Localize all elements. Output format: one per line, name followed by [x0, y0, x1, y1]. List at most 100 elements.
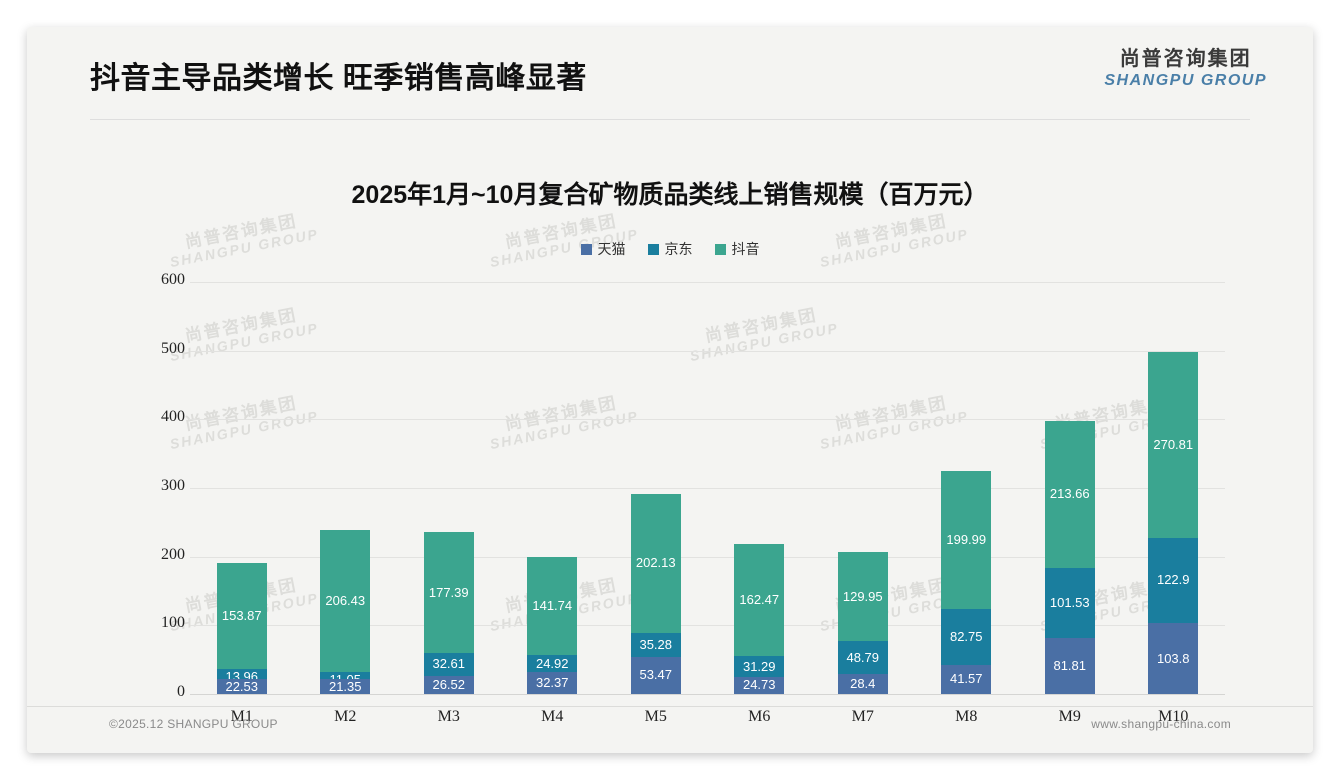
page-title: 抖音主导品类增长 旺季销售高峰显著: [90, 62, 587, 95]
bar-segment[interactable]: 32.37: [527, 671, 578, 694]
bar-segment[interactable]: 24.73: [734, 677, 785, 694]
bar-segment[interactable]: 270.81: [1148, 352, 1199, 539]
bar-segment[interactable]: 24.92: [527, 654, 578, 672]
chart-plot-area: 0 100 200 300 400 500 600 22.53 13.96 153.87 M1 21.…: [27, 27, 1313, 753]
bar-segment[interactable]: 122.9: [1148, 538, 1199, 623]
x-axis-tick-label: M1: [230, 708, 253, 725]
legend-swatch-icon: [714, 243, 726, 255]
bar-segment[interactable]: 32.61: [423, 653, 474, 676]
bar-segment[interactable]: 202.13: [630, 494, 681, 634]
bar-segment[interactable]: 82.75: [941, 608, 992, 666]
bar-group: 41.57 82.75 199.99: [916, 27, 1016, 753]
stacked-bar[interactable]: 53.47 35.28 202.13: [630, 27, 681, 694]
gridline: [190, 419, 1225, 421]
bar-value-label: 21.35: [328, 679, 362, 694]
stacked-bar[interactable]: 28.4 48.79 129.95: [837, 27, 888, 694]
footer-copyright: ©2025.12 SHANGPU GROUP: [109, 717, 278, 731]
stacked-bar[interactable]: 26.52 32.61 177.39: [423, 27, 474, 694]
gridline: [190, 694, 1225, 695]
legend-item-0[interactable]: 天猫: [580, 239, 626, 259]
bar-value-label: 22.53: [225, 678, 259, 694]
bar-value-label: 35.28: [639, 637, 673, 653]
bar-segment[interactable]: 177.39: [423, 531, 474, 654]
bar-value-label: 41.57: [949, 671, 983, 687]
bar-value-label: 48.79: [846, 649, 880, 665]
bar-segment[interactable]: 153.87: [216, 563, 267, 669]
bar-value-label: 141.74: [532, 598, 573, 614]
bar-group: 53.47 35.28 202.13: [606, 27, 706, 753]
bar-value-label: 199.99: [946, 532, 987, 548]
bar-value-label: 24.92: [535, 655, 569, 671]
y-axis-tick-label: 0: [177, 683, 185, 700]
x-axis-tick-label: M7: [851, 708, 874, 725]
legend-item-1[interactable]: 京东: [647, 239, 693, 259]
bar-value-label: 101.53: [1049, 595, 1090, 611]
legend-label: 抖音: [731, 241, 760, 257]
stacked-bar[interactable]: 21.35 11.05 206.43: [320, 27, 371, 694]
bar-value-label: 28.4: [850, 676, 876, 692]
bar-value-label: 32.37: [535, 674, 569, 690]
bar-segment[interactable]: 28.4: [837, 674, 888, 694]
x-axis-tick-label: M2: [334, 708, 357, 725]
bar-group: 32.37 24.92 141.74: [502, 27, 602, 753]
stacked-bar[interactable]: 103.8 122.9 270.81: [1148, 27, 1199, 694]
bar-segment[interactable]: 162.47: [734, 543, 785, 656]
bar-group: 22.53 13.96 153.87: [192, 27, 292, 753]
bar-value-label: 11.05: [329, 671, 362, 680]
stacked-bar[interactable]: 22.53 13.96 153.87: [216, 27, 267, 694]
bar-segment[interactable]: 48.79: [837, 640, 888, 675]
slide-header: 抖音主导品类增长 旺季销售高峰显著 尚普咨询集团 SHANGPU GROUP: [27, 27, 1313, 120]
x-axis-tick-label: M10: [1158, 708, 1189, 725]
bar-group: 24.73 31.29 162.47: [709, 27, 809, 753]
gridline: [190, 350, 1225, 352]
bar-segment[interactable]: 206.43: [320, 530, 371, 672]
bar-segment[interactable]: 13.96: [216, 668, 267, 679]
y-axis-tick-label: 200: [161, 545, 185, 563]
bar-value-label: 81.81: [1053, 657, 1087, 673]
legend-item-2[interactable]: 抖音: [714, 239, 760, 259]
bar-segment[interactable]: 129.95: [837, 551, 888, 641]
stacked-bar[interactable]: 81.81 101.53 213.66: [1044, 27, 1095, 694]
bar-value-label: 13.96: [225, 668, 259, 679]
bar-group: 26.52 32.61 177.39: [399, 27, 499, 753]
bar-segment[interactable]: 101.53: [1044, 568, 1095, 638]
bar-segment[interactable]: 21.35: [320, 679, 371, 694]
bar-segment[interactable]: 53.47: [630, 657, 681, 694]
stacked-bar[interactable]: 41.57 82.75 199.99: [941, 27, 992, 694]
bar-value-label: 177.39: [428, 584, 469, 600]
bar-group: 28.4 48.79 129.95: [813, 27, 913, 753]
bar-value-label: 24.73: [742, 677, 776, 693]
y-axis-tick-label: 500: [161, 339, 185, 357]
bar-segment[interactable]: 103.8: [1148, 622, 1199, 694]
gridline: [190, 556, 1225, 558]
bar-segment[interactable]: 31.29: [734, 655, 785, 678]
bar-value-label: 122.9: [1156, 572, 1190, 588]
bar-value-label: 202.13: [635, 555, 676, 571]
bar-segment[interactable]: 35.28: [630, 633, 681, 658]
bar-segment[interactable]: 26.52: [423, 675, 474, 694]
bar-group: 21.35 11.05 206.43: [295, 27, 395, 753]
bar-segment[interactable]: 41.57: [941, 665, 992, 694]
stacked-bar[interactable]: 24.73 31.29 162.47: [734, 27, 785, 694]
legend-swatch-icon: [580, 243, 592, 255]
bar-segment[interactable]: 199.99: [941, 471, 992, 609]
bar-value-label: 153.87: [221, 608, 262, 624]
footer-website: www.shangpu-china.com: [1091, 717, 1231, 731]
bar-segment[interactable]: 213.66: [1044, 421, 1095, 569]
gridline: [190, 625, 1225, 627]
y-axis-tick-label: 600: [161, 271, 185, 288]
slide-card: 抖音主导品类增长 旺季销售高峰显著 尚普咨询集团 SHANGPU GROUP 2…: [27, 27, 1313, 753]
gridline: [190, 282, 1225, 283]
x-axis-tick-label: M3: [437, 708, 460, 725]
bar-segment[interactable]: 81.81: [1044, 637, 1095, 694]
bar-value-label: 206.43: [325, 593, 366, 608]
legend-label: 京东: [664, 241, 693, 257]
bar-segment[interactable]: 141.74: [527, 557, 578, 655]
x-axis-tick-label: M4: [541, 708, 564, 725]
bar-value-label: 162.47: [739, 591, 780, 607]
bar-value-label: 213.66: [1049, 486, 1090, 502]
bar-segment[interactable]: 22.53: [216, 678, 267, 694]
bar-segment[interactable]: 11.05: [320, 671, 371, 680]
legend-swatch-icon: [647, 243, 659, 255]
stacked-bar[interactable]: 32.37 24.92 141.74: [527, 27, 578, 694]
